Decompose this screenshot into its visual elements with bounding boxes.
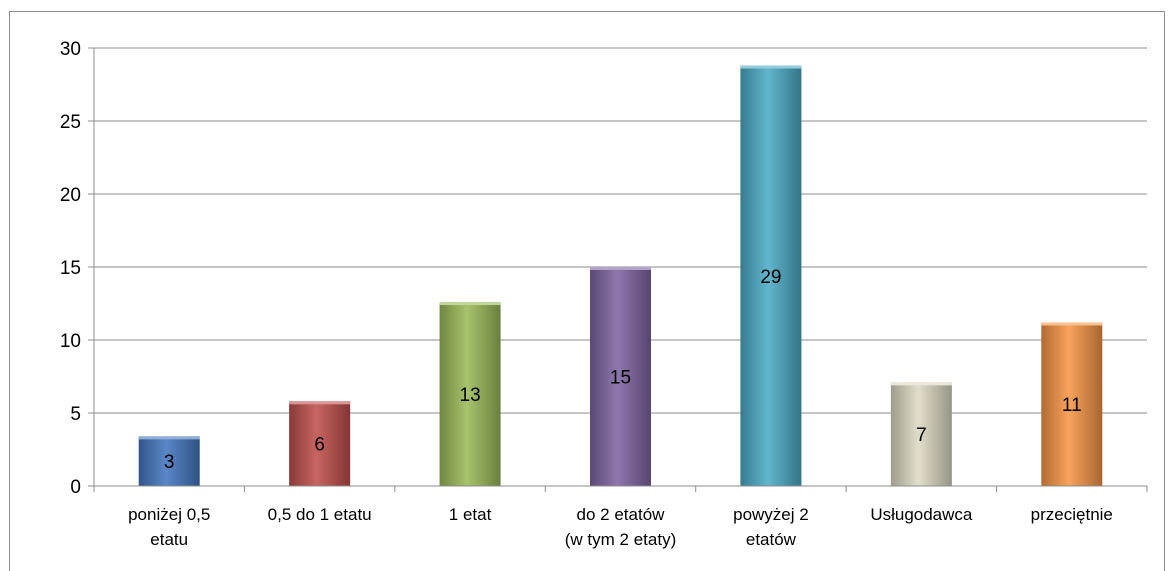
bar-top-highlight [890,382,952,386]
x-category-label: powyżej 2 etatów [733,505,809,549]
bar-top-highlight [439,302,501,306]
y-tick-label: 20 [60,185,81,206]
axes [88,47,1148,492]
data-label: 3 [164,452,175,473]
bar [590,267,651,486]
bar [439,302,501,486]
y-tick-label: 30 [60,39,81,60]
x-category-label: przeciętnie [1031,505,1113,524]
x-category-label: 0,5 do 1 etatu [268,505,372,524]
bar-chart: 0 5 10 15 20 25 30 3 poniżej 0,5 etatu 6 0,5 do 1 e… [60,39,1148,549]
data-label: 13 [460,385,481,406]
y-tick-label: 0 [70,477,81,498]
data-label: 11 [1062,395,1082,416]
bar-top-highlight [740,65,802,69]
bar-top-highlight [138,436,200,440]
y-tick-label: 10 [60,331,81,352]
data-label: 15 [610,368,631,389]
x-category-label: 1 etat [449,505,492,524]
bar-top-highlight [1041,322,1103,326]
labels: 0 5 10 15 20 25 30 3 poniżej 0,5 etatu 6 0,5 do 1 e… [60,39,1113,549]
bar-top-highlight [590,267,651,270]
x-category-label: Usługodawca [870,505,973,524]
bars [138,65,1103,486]
bar [138,436,200,486]
bar [1041,322,1103,486]
bar [289,401,351,486]
bar [890,382,952,486]
bar-top-highlight [289,401,351,405]
bar [740,65,802,486]
y-tick-label: 15 [60,258,81,279]
data-label: 7 [916,425,927,446]
y-tick-label: 5 [70,404,81,425]
x-category-label: do 2 etatów (w tym 2 etaty) [565,505,676,549]
x-category-label: poniżej 0,5 etatu [128,505,210,549]
chart-frame: 0 5 10 15 20 25 30 3 poniżej 0,5 etatu 6 0,5 do 1 e… [9,11,1165,571]
y-tick-label: 25 [60,112,81,133]
data-label: 29 [760,267,781,288]
data-label: 6 [314,435,325,456]
